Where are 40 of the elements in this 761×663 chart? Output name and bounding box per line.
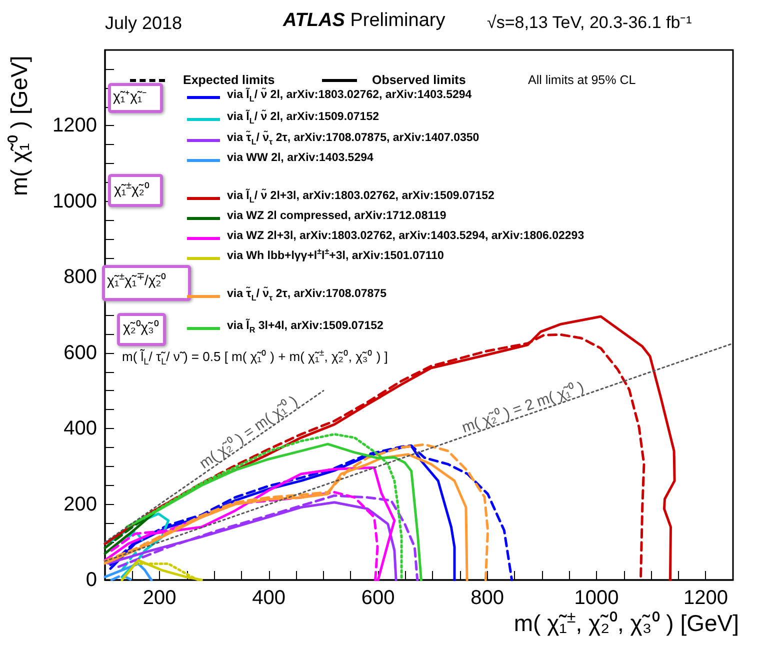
legend-label: via τ̃$_{L}$/ ν̃$_{τ}$ 2τ, arXiv:1708.07875, arXiv:1407.0350: [227, 132, 480, 146]
legend-label: via l̃$_{R}$ 3l+4l, arXiv:1509.07152: [227, 320, 384, 334]
text: July 2018: [105, 13, 182, 33]
y-tick-label: 0: [86, 569, 97, 591]
legend-label: via WZ 2l+3l, arXiv:1803.02762, arXiv:1403.5294, arXiv:1806.02293: [227, 230, 584, 242]
annotation: χ̃₁$^{±}$χ̃₁$^{∓}$/χ̃₂⁰: [107, 271, 166, 288]
line-series: [120, 529, 146, 572]
y-tick-label: 1200: [52, 114, 97, 137]
annotation: χ̃₁$^{±}$χ̃₂⁰: [114, 180, 150, 197]
legend-label: via τ̃$_{L}$/ ν̃$_{τ}$ 2τ, arXiv:1708.07875: [227, 288, 386, 302]
legend-label: via l̃$_{L}$/ ν̃ 2l, arXiv:1803.02762, arXiv:1403.5294: [227, 89, 472, 104]
text: √s=8,13 TeV, 20.3-36.1 fb⁻¹: [487, 13, 692, 32]
legend-label: via WZ 2l compressed, arXiv:1712.08119: [227, 210, 446, 222]
y-tick-label: 1000: [52, 190, 97, 212]
line-series: [120, 559, 203, 582]
chart-title: ATLAS Preliminary: [283, 10, 446, 31]
x-tick-label: 200: [142, 587, 176, 609]
text: m( χ̃₂⁰ ) = 2 m( χ̃₁⁰ ): [460, 378, 586, 437]
legend-label: via Wh lbb+lγγ+l$^{±}$l$^{±}$+3l, arXiv:1501.07110: [227, 247, 444, 262]
annotation: m( l̃$_{L}$/ τ̃$_{L}$/ ν̃ ) = 0.5 [ m( χ̃₁⁰ ) + m( χ̃₁$^{±}$, χ̃₂⁰, χ̃₃⁰ ) ]: [122, 348, 388, 367]
y-tick-label: 200: [64, 493, 97, 516]
y-tick-label: 600: [64, 342, 97, 364]
y-tick-label: 800: [64, 266, 97, 288]
annotation: χ̃₂⁰χ̃₃⁰: [123, 319, 159, 335]
text: m( χ̃₂⁰ ) = m( χ̃₁⁰ ): [196, 392, 302, 472]
annotation: χ̃₁⁺χ̃₁⁻: [113, 88, 148, 104]
legend-label: via l̃$_{L}$/ ν̃ 2l, arXiv:1509.07152: [227, 111, 379, 126]
y-axis-title: m( χ̃₁⁰ ) [GeV]: [6, 56, 32, 196]
legend-label: via l̃$_{L}$/ ν̃ 2l+3l, arXiv:1803.02762, arXiv:1509.07152: [227, 190, 494, 204]
x-tick-label: 600: [361, 587, 395, 609]
annotation: Expected limits: [183, 73, 275, 87]
x-axis-title: m( χ̃₁$^{±}$, χ̃₂⁰, χ̃₃⁰ ) [GeV]: [514, 608, 739, 636]
x-tick-label: 800: [470, 587, 504, 609]
x-tick-label: 1000: [574, 587, 619, 609]
y-tick-label: 400: [64, 418, 97, 440]
x-tick-label: 1200: [683, 587, 728, 609]
legend-label: via WW 2l, arXiv:1403.5294: [227, 152, 374, 164]
annotation: All limits at 95% CL: [528, 73, 636, 87]
annotation: Observed limits: [372, 73, 466, 87]
x-tick-label: 400: [252, 587, 286, 609]
